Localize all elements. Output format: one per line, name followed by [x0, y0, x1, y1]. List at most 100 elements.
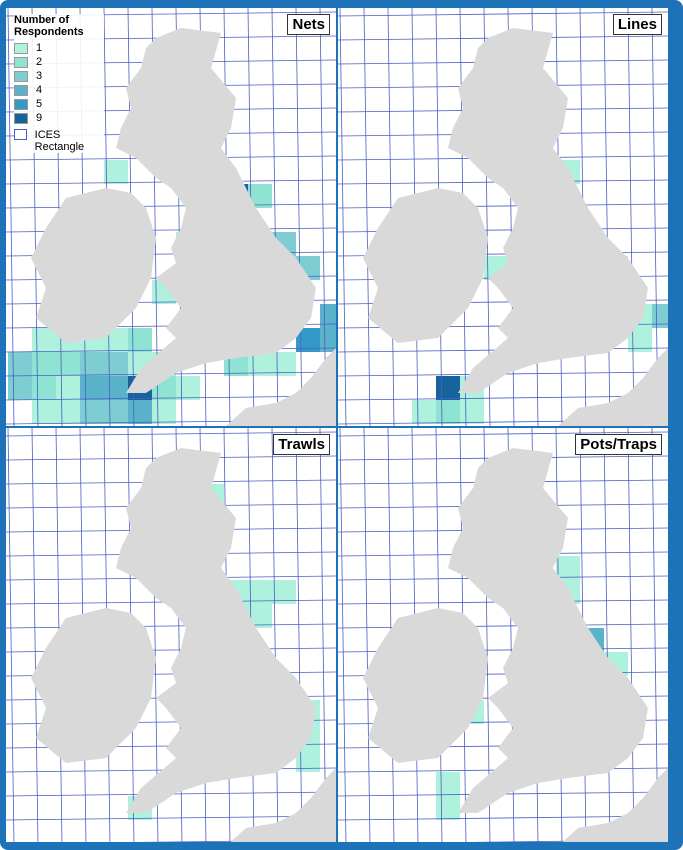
rectangle-cell [128, 400, 152, 424]
rectangle-cell [248, 580, 272, 604]
land [116, 28, 316, 393]
map-panel: Nets Number of Respondents 1 2 3 4 5 9 ICES Rect… [5, 7, 344, 427]
legend-label: 5 [36, 98, 43, 110]
legend-swatch [14, 56, 28, 68]
legend-item: 1 [14, 41, 104, 55]
grid-line [337, 11, 669, 17]
legend-swatch [14, 42, 28, 54]
legend-swatch [14, 70, 28, 82]
legend-swatch [14, 98, 28, 110]
panel-title: Trawls [273, 434, 330, 455]
grid-line [5, 431, 337, 437]
rectangle-cell [436, 400, 460, 424]
grid-line [603, 7, 611, 427]
land [558, 768, 668, 846]
legend-swatch [14, 129, 27, 140]
grid-line [271, 427, 279, 846]
land [363, 188, 488, 343]
grid-line [337, 395, 669, 401]
rectangle-cell [272, 580, 296, 604]
grid-line [319, 7, 327, 427]
land [226, 348, 336, 426]
rectangle-cell [412, 400, 436, 424]
legend-swatch [14, 84, 28, 96]
rectangle-cell [272, 352, 296, 376]
grid-line [319, 427, 327, 846]
land [448, 448, 648, 813]
legend-item: 3 [14, 69, 104, 83]
grid-line [651, 7, 659, 427]
land [448, 28, 648, 393]
land [116, 448, 316, 813]
rectangle-cell [436, 772, 460, 796]
rectangle-cell [436, 376, 460, 400]
map [337, 427, 669, 846]
grid-line [271, 7, 279, 427]
legend-title: Number of Respondents [14, 14, 84, 38]
legend-swatch [14, 112, 28, 124]
grid-line [651, 427, 659, 846]
grid-line [5, 815, 337, 821]
rectangle-cell [32, 352, 56, 376]
grid-line [5, 623, 337, 629]
legend-item: 2 [14, 55, 104, 69]
grid-line [337, 815, 669, 821]
rectangle-cell [56, 400, 80, 424]
grid-line [603, 427, 611, 846]
rectangle-cell [176, 376, 200, 400]
grid-line [295, 427, 303, 846]
legend-label: 2 [36, 56, 43, 68]
map [5, 427, 337, 846]
rectangle-cell [8, 376, 32, 400]
grid-line [7, 427, 15, 846]
rectangle-cell [56, 352, 80, 376]
rectangle-cell [56, 376, 80, 400]
grid-line [363, 7, 371, 427]
rectangle-cell [32, 376, 56, 400]
legend-item: ICES Rectangle [14, 129, 104, 153]
rectangle-cell [80, 376, 104, 400]
grid-line [337, 431, 669, 437]
legend-label: 3 [36, 70, 43, 82]
panel-title: Pots/Traps [575, 434, 662, 455]
rectangle-cell [32, 328, 56, 352]
rectangle-cell [32, 400, 56, 424]
grid-line [627, 427, 635, 846]
grid-line [7, 7, 15, 427]
rectangle-cell [128, 328, 152, 352]
rectangle-cell [152, 400, 176, 424]
land [558, 348, 668, 426]
rectangle-cell [104, 160, 128, 184]
legend-item: 5 [14, 97, 104, 111]
panel-title: Nets [287, 14, 330, 35]
rectangle-cell [104, 400, 128, 424]
rectangle-cell [80, 352, 104, 376]
rectangle-cell [436, 796, 460, 820]
legend-label: 1 [36, 42, 43, 54]
grid-line [627, 7, 635, 427]
land [363, 608, 488, 763]
rectangle-cell [556, 556, 580, 580]
legend: Number of Respondents 1 2 3 4 5 9 ICES Rectangl… [14, 14, 104, 153]
land [31, 608, 156, 763]
grid-line [339, 7, 347, 427]
grid-line [363, 427, 371, 846]
rectangle-cell [104, 352, 128, 376]
panel-title: Lines [612, 14, 662, 35]
rectangle-cell [80, 400, 104, 424]
map-panel: Pots/Traps [337, 427, 669, 846]
grid-line [339, 427, 347, 846]
rectangle-cell [460, 400, 484, 424]
map-panel: Lines [337, 7, 676, 427]
grid-line [337, 623, 669, 629]
legend-item: 4 [14, 83, 104, 97]
legend-item: 9 [14, 111, 104, 125]
grid-line [5, 395, 337, 401]
grid-line [295, 7, 303, 427]
rectangle-cell [104, 376, 128, 400]
map-panel: Trawls [5, 427, 337, 846]
land [226, 768, 336, 846]
grid-line [31, 427, 39, 846]
grid-line [5, 203, 337, 209]
